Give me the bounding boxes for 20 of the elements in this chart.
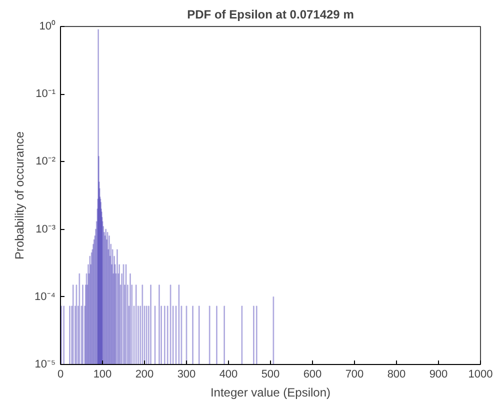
x-tick-label: 0	[57, 368, 64, 380]
x-tick-label: 400	[219, 368, 238, 380]
x-tick-label: 300	[177, 368, 196, 380]
y-axis-title: Probability of occurance	[12, 131, 27, 260]
x-tick-label: 100	[93, 368, 112, 380]
x-tick-label: 600	[303, 368, 322, 380]
x-tick-label: 500	[261, 368, 280, 380]
x-tick-label: 200	[135, 368, 154, 380]
x-tick-label: 900	[429, 368, 448, 380]
y-tick-label: 10⁻⁴	[34, 290, 56, 303]
y-tick-label: 10⁰	[39, 20, 56, 32]
y-tick-label: 10⁻²	[36, 156, 56, 168]
y-tick-label: 10⁻¹	[36, 88, 56, 100]
x-tick-label: 800	[387, 368, 406, 380]
x-tick-label: 700	[345, 368, 364, 380]
y-tick-label: 10⁻³	[36, 223, 56, 236]
chart-title: PDF of Epsilon at 0.071429 m	[187, 8, 354, 22]
x-tick-label: 1000	[468, 368, 493, 380]
x-axis-title: Integer value (Epsilon)	[210, 386, 331, 400]
y-tick-label: 10⁻⁵	[34, 358, 56, 370]
